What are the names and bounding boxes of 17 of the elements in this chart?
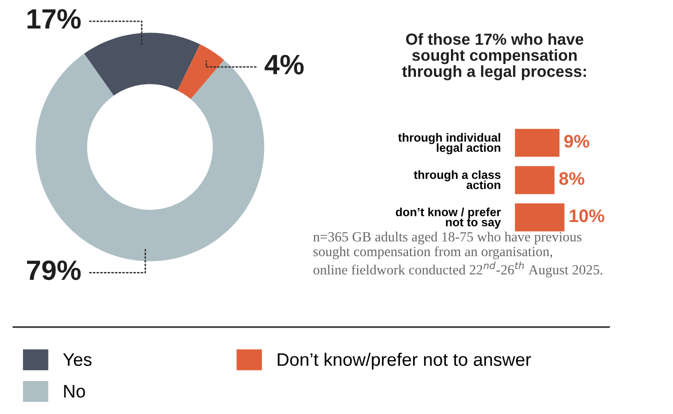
- legend-label: Yes: [63, 353, 92, 366]
- legend-label: No: [64, 385, 86, 398]
- donut-slice: [36, 54, 264, 262]
- legend-label: Don’t know/prefer not to answer: [278, 352, 531, 370]
- data-label: 4%: [264, 54, 304, 74]
- data-label: 17%: [28, 9, 81, 29]
- y-tick-label: don’t know / prefer not to say: [396, 208, 501, 229]
- y-tick-label: through individual legal action: [398, 133, 500, 154]
- data-label: 8%: [559, 172, 584, 185]
- y-tick-label: through a class action: [414, 170, 500, 190]
- donut-slice: [178, 44, 224, 100]
- data-label: 79%: [27, 260, 81, 280]
- data-label: 9%: [564, 134, 590, 148]
- chart-title: Of those 17% who have sought compensation through a legal process:: [402, 33, 586, 80]
- data-label: 10%: [570, 209, 604, 222]
- annotation: n=365 GB adults aged 18-75 who have previous sought compensation from an organisation, online fieldwork conducted 22$^{nd}$-26$^{th}$ August 2025.: [313, 232, 602, 278]
- donut-slice: [84, 32, 200, 96]
